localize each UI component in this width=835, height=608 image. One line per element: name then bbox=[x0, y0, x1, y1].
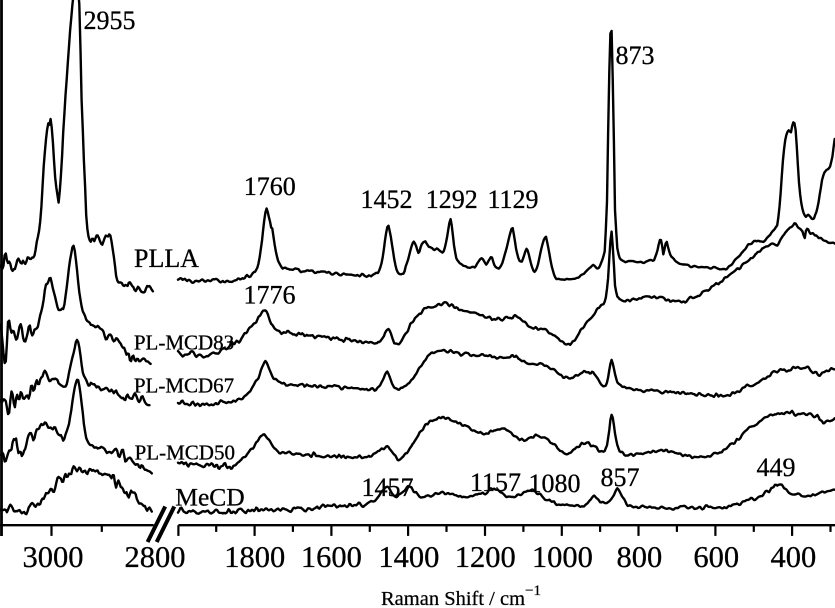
svg-text:1760: 1760 bbox=[244, 172, 296, 201]
svg-text:1600: 1600 bbox=[301, 540, 362, 574]
svg-text:1400: 1400 bbox=[378, 540, 439, 574]
svg-text:1457: 1457 bbox=[362, 473, 414, 502]
svg-text:3000: 3000 bbox=[23, 540, 84, 574]
svg-text:MeCD: MeCD bbox=[175, 483, 244, 512]
svg-text:1452: 1452 bbox=[361, 185, 413, 214]
svg-text:PL-MCD67: PL-MCD67 bbox=[134, 374, 234, 398]
svg-text:2800: 2800 bbox=[125, 540, 186, 574]
svg-text:1000: 1000 bbox=[532, 540, 593, 574]
svg-text:Raman Shift / cm−1: Raman Shift / cm−1 bbox=[381, 583, 541, 608]
svg-text:PL-MCD50: PL-MCD50 bbox=[135, 441, 235, 465]
svg-text:2955: 2955 bbox=[84, 6, 136, 35]
svg-text:1776: 1776 bbox=[244, 281, 296, 310]
svg-text:PLLA: PLLA bbox=[134, 244, 199, 273]
svg-text:1157: 1157 bbox=[470, 468, 521, 497]
svg-text:400: 400 bbox=[771, 540, 817, 574]
svg-text:873: 873 bbox=[616, 41, 655, 70]
svg-text:1080: 1080 bbox=[529, 469, 581, 498]
svg-text:857: 857 bbox=[601, 463, 640, 492]
svg-text:600: 600 bbox=[693, 540, 739, 574]
svg-text:1200: 1200 bbox=[455, 540, 516, 574]
svg-text:1800: 1800 bbox=[224, 540, 285, 574]
svg-text:1129: 1129 bbox=[487, 185, 538, 214]
svg-text:PL-MCD83: PL-MCD83 bbox=[134, 331, 234, 355]
svg-text:1292: 1292 bbox=[426, 185, 478, 214]
svg-text:449: 449 bbox=[757, 453, 796, 482]
svg-text:800: 800 bbox=[617, 540, 663, 574]
